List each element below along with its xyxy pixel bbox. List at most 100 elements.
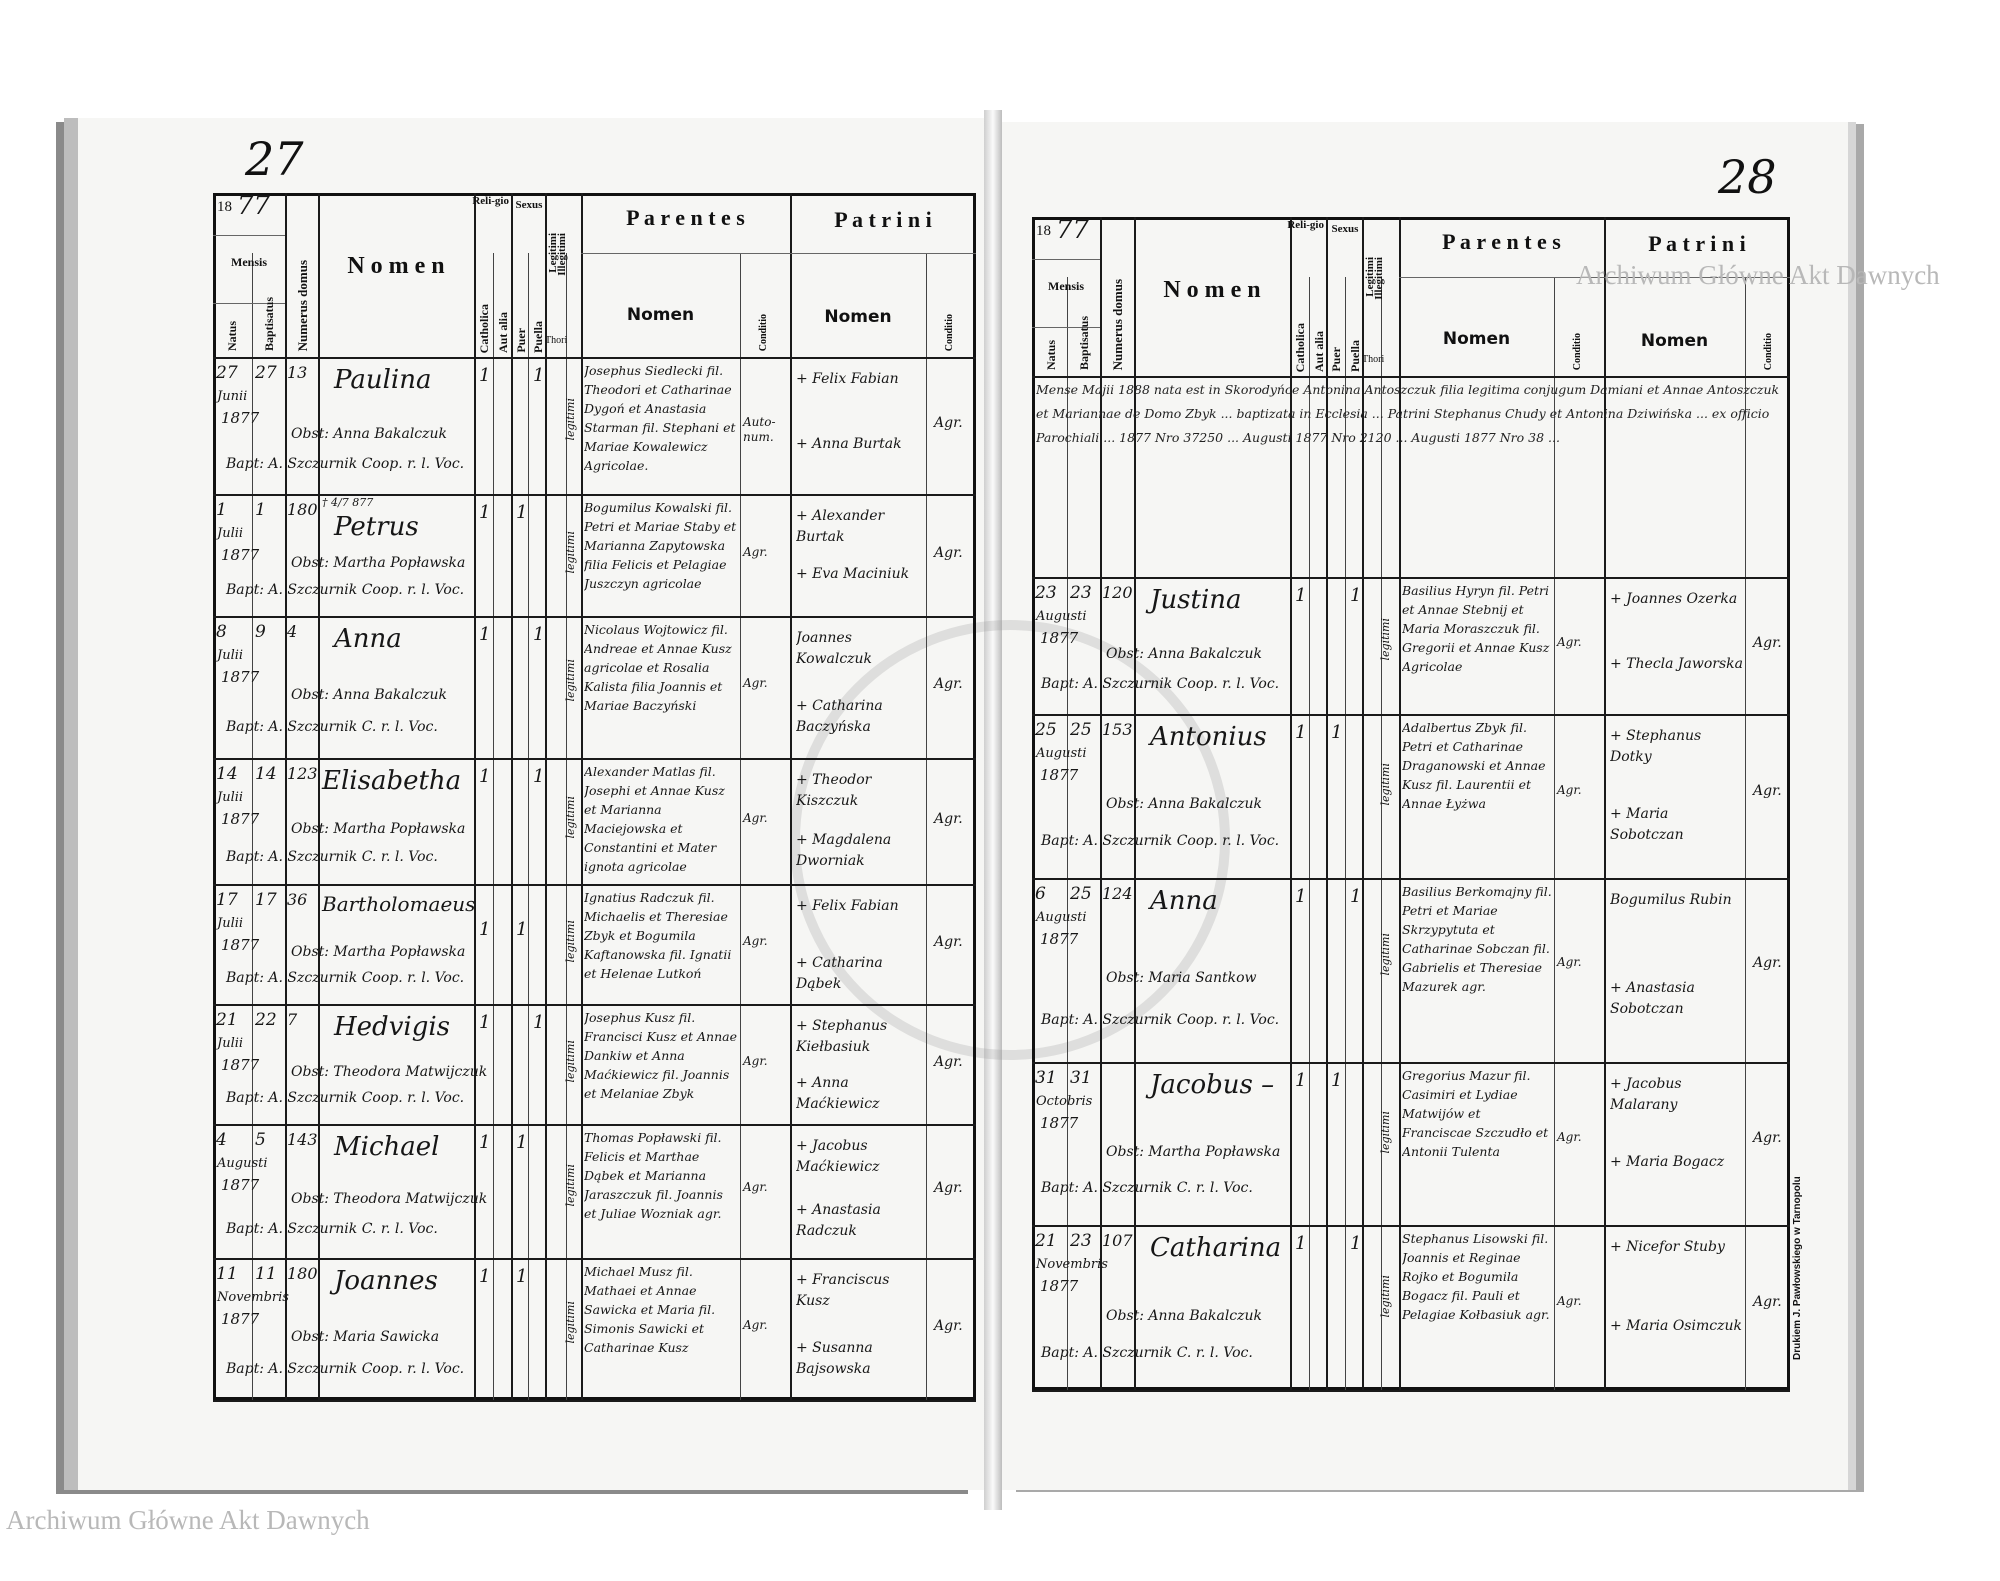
patrini-label: P a t r i n i (834, 207, 932, 232)
year: 1877 (221, 546, 260, 564)
parentes-nomen-label: Nomen (626, 305, 695, 325)
house-number: 153 (1102, 720, 1133, 739)
religio-catholica-mark: 1 (479, 1266, 491, 1287)
baptisatus-day: 23 (1070, 1231, 1092, 1251)
parents-text: Thomas Popławski fil. Felicis et Marthae… (584, 1130, 723, 1221)
religio-catholica-mark: 1 (479, 766, 491, 787)
patrini-conditio: Agr. (1753, 955, 1782, 972)
legitimi-mark: legitimi (564, 920, 577, 963)
row-divider (1032, 1390, 1790, 1392)
parents-text: Stephanus Lisowski fil. Joannis et Regin… (1402, 1231, 1550, 1322)
legitimi-mark: legitimi (564, 658, 577, 702)
godparent: + Anna Burtak (796, 436, 902, 453)
godparent: + Magdalena Dworniak (796, 832, 892, 869)
column-divider (1326, 217, 1328, 1390)
parents-text: Josephus Siedlecki fil. Theodori et Cath… (584, 363, 736, 473)
sexus-mark: 1 (516, 919, 528, 940)
house-number: 107 (1102, 1231, 1133, 1250)
sexus-label: Sexus (1331, 223, 1359, 235)
row-divider (213, 1004, 976, 1006)
legitimi-mark: legitimi (1379, 1110, 1392, 1154)
natus-day: 11 (216, 1264, 238, 1284)
row-divider (213, 1124, 976, 1126)
godparent: + Maria Sobotczan (1610, 806, 1684, 844)
midwife: Obst: Anna Bakalczuk (1106, 1307, 1263, 1324)
sexus-mark: 1 (516, 1266, 528, 1287)
baptisatus-day: 17 (255, 890, 277, 910)
natus-day: 8 (216, 622, 227, 642)
child-name: Antonius (1150, 722, 1267, 752)
month: Novembris (217, 1290, 289, 1305)
mensis-label: Mensis (1048, 279, 1084, 293)
sexus-mark: 1 (1331, 722, 1343, 743)
sexus-mark: 1 (1331, 1070, 1343, 1091)
legitimi-mark: legitimi (564, 398, 577, 441)
godparent: + Alexander Burtak (796, 508, 885, 545)
godparent: + Joannes Ozerka (1610, 591, 1738, 607)
year: 1877 (1040, 1114, 1079, 1132)
note-row-divider (1032, 577, 1790, 579)
godparent: + Catharina Dąbek (796, 955, 883, 993)
religio-catholica-mark: 1 (1295, 722, 1307, 743)
year: 1877 (1040, 766, 1079, 784)
month: Julii (217, 916, 244, 931)
numerus-domus-label: Numerus domus (1110, 278, 1125, 370)
column-divider (1399, 217, 1401, 1390)
house-number: 180 (287, 500, 318, 519)
row-divider (213, 758, 976, 760)
printer-imprint: Drukiem J. Pawłowskiego w Tarnopolu (1792, 1176, 1803, 1360)
godparent: Joannes Kowalczuk (796, 630, 873, 667)
parents-conditio: Agr. (743, 1180, 768, 1195)
parents-text: Basilius Berkomajny fil. Petri et Mariae… (1402, 884, 1552, 994)
parents-conditio: Agr. (1557, 1130, 1582, 1145)
sexus-mark: 1 (516, 1132, 528, 1153)
patrini-conditio: Agr. (934, 934, 963, 951)
month: Julii (217, 648, 244, 663)
sexus-mark: 1 (533, 365, 545, 386)
baptisatus-label: Baptisatus (1077, 315, 1091, 370)
natus-label: Natus (1044, 339, 1058, 370)
godparent: + Maria Osimczuk (1610, 1317, 1742, 1334)
baptisatus-day: 25 (1070, 720, 1092, 740)
numerus-domus-label: Numerus domus (295, 259, 310, 351)
midwife: Obst: Martha Popławska (1106, 1143, 1281, 1160)
baptisatus-day: 5 (255, 1130, 266, 1150)
midwife: Obst: Theodora Matwijczuk (291, 1064, 488, 1080)
parents-conditio: Agr. (743, 1317, 768, 1332)
baptizer: Bapt: A. Szczurnik C. r. l. Voc. (226, 848, 438, 865)
godparent: + Felix Fabian (796, 371, 899, 387)
year: 1877 (221, 1056, 260, 1074)
godparent: Bogumilus Rubin (1610, 892, 1732, 908)
month: Augusti (1036, 746, 1087, 761)
month: Julii (217, 1036, 244, 1051)
patrini-conditio: Agr. (934, 1054, 963, 1071)
religio-catholica-mark: 1 (479, 919, 491, 940)
aut-alia-label: Aut alia (1312, 330, 1326, 372)
parents-text: Alexander Matlas fil. Josephi et Annae K… (584, 764, 725, 874)
marginal-note: Mense Majii 1888 nata est in Skorodyńce … (1036, 382, 1780, 445)
child-name: Catharina (1150, 1233, 1282, 1263)
baptisatus-day: 31 (1070, 1068, 1092, 1088)
sexus-mark: 1 (533, 766, 545, 787)
catholica-label: Catholica (1293, 322, 1307, 372)
parentes-label: P a r e n t e s (1442, 229, 1561, 254)
month: Novembris (1036, 1257, 1108, 1272)
parents-conditio: Agr. (743, 675, 768, 690)
column-divider (740, 253, 741, 1400)
baptisatus-day: 1 (255, 500, 266, 520)
parents-text: Gregorius Mazur fil. Casimiri et Lydiae … (1402, 1068, 1549, 1159)
natus-day: 25 (1035, 720, 1057, 740)
baptisatus-day: 22 (255, 1010, 277, 1030)
patrini-conditio-label: Conditio (1763, 332, 1774, 370)
godparent: + Stephanus Kiełbasiuk (796, 1018, 888, 1055)
child-name: Hedvigis (334, 1012, 451, 1042)
baptisatus-day: 27 (255, 363, 277, 383)
column-divider (474, 193, 476, 1400)
sexus-mark: 1 (1350, 886, 1362, 907)
year: 1877 (1040, 930, 1079, 948)
month: Junii (217, 389, 248, 404)
baptisatus-day: 9 (255, 622, 266, 642)
midwife: Obst: Anna Bakalczuk (1106, 796, 1263, 812)
baptizer: Bapt: A. Szczurnik Coop. r. l. Voc. (226, 970, 465, 986)
child-name: Paulina (334, 365, 432, 395)
